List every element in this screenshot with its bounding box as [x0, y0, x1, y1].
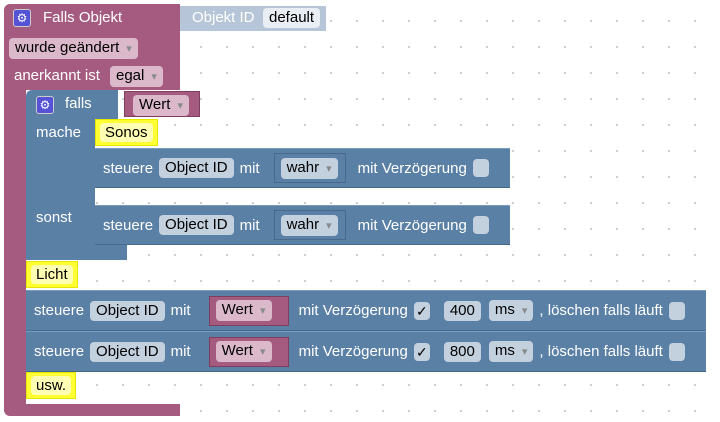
object-id-field[interactable]: Object ID	[159, 158, 234, 178]
delay-checkbox[interactable]: ✓	[413, 342, 430, 361]
value-slot[interactable]: Wert	[208, 336, 289, 367]
ack-dropdown[interactable]: egal	[110, 66, 163, 87]
value-dropdown[interactable]: Wert	[215, 341, 272, 362]
clear-checkbox[interactable]	[668, 301, 685, 320]
control-block[interactable]: steuere Object ID mit Wert mit Verzögeru…	[26, 290, 706, 331]
unit-dropdown[interactable]: ms	[488, 341, 534, 362]
object-id-field[interactable]: Object ID	[90, 341, 165, 362]
value-slot[interactable]: wahr	[273, 153, 346, 183]
unit-dropdown[interactable]: ms	[488, 300, 534, 321]
delay-field[interactable]: 800	[443, 341, 481, 362]
delay-label: mit Verzögerung	[357, 159, 467, 177]
if-block-spine	[26, 118, 95, 248]
control-label: steuere	[34, 302, 85, 319]
clear-checkbox[interactable]	[668, 342, 685, 361]
delay-checkbox[interactable]	[472, 159, 489, 177]
if-block-bottom	[26, 243, 127, 260]
condition-block[interactable]: Wert	[124, 91, 200, 117]
value-slot[interactable]: Wert	[208, 295, 289, 326]
object-id-label: Objekt ID	[192, 9, 255, 26]
comment-licht[interactable]: Licht	[26, 261, 78, 288]
event-block-bottom	[4, 404, 180, 416]
with-label: mit	[170, 343, 191, 360]
value-dropdown[interactable]: wahr	[280, 157, 338, 179]
delay-checkbox[interactable]: ✓	[413, 301, 430, 320]
event-block-spine	[4, 88, 26, 406]
object-id-block[interactable]: Objekt ID default	[180, 6, 326, 31]
with-label: mit	[239, 216, 260, 234]
if-title: falls	[65, 95, 92, 112]
control-label: steuere	[34, 343, 85, 360]
comment-text: Licht	[31, 265, 73, 284]
control-block[interactable]: steuere Object ID mit wahr mit Verzögeru…	[95, 148, 510, 188]
else-label: sonst	[36, 209, 72, 226]
delay-label: mit Verzögerung	[298, 343, 408, 360]
control-label: steuere	[103, 159, 154, 177]
delay-label: mit Verzögerung	[298, 302, 408, 319]
condition-dropdown[interactable]: Wert	[133, 95, 189, 116]
comment-text: usw.	[31, 376, 72, 395]
value-dropdown[interactable]: Wert	[215, 300, 272, 321]
with-label: mit	[239, 159, 260, 177]
object-id-field[interactable]: Object ID	[90, 300, 165, 321]
object-id-field[interactable]: Object ID	[159, 215, 234, 235]
control-label: steuere	[103, 216, 154, 234]
control-block[interactable]: steuere Object ID mit wahr mit Verzögeru…	[95, 205, 510, 245]
delay-checkbox[interactable]	[472, 216, 489, 234]
clear-label: , löschen falls läuft	[539, 302, 663, 319]
object-id-field[interactable]: default	[263, 8, 321, 28]
trigger-dropdown[interactable]: wurde geändert	[9, 38, 138, 59]
value-slot[interactable]: wahr	[273, 210, 346, 240]
gear-icon[interactable]: ⚙	[13, 9, 31, 27]
gear-icon[interactable]: ⚙	[36, 96, 54, 114]
comment-sonos[interactable]: Sonos	[95, 119, 158, 146]
delay-field[interactable]: 400	[443, 300, 481, 321]
value-dropdown[interactable]: wahr	[280, 214, 338, 236]
ack-label: anerkannt ist	[14, 67, 100, 84]
do-label: mache	[36, 124, 82, 141]
comment-text: Sonos	[100, 123, 153, 142]
delay-label: mit Verzögerung	[357, 216, 467, 234]
with-label: mit	[170, 302, 191, 319]
clear-label: , löschen falls läuft	[539, 343, 663, 360]
event-title: Falls Objekt	[43, 9, 123, 26]
comment-usw[interactable]: usw.	[26, 372, 77, 399]
control-block[interactable]: steuere Object ID mit Wert mit Verzögeru…	[26, 331, 706, 372]
